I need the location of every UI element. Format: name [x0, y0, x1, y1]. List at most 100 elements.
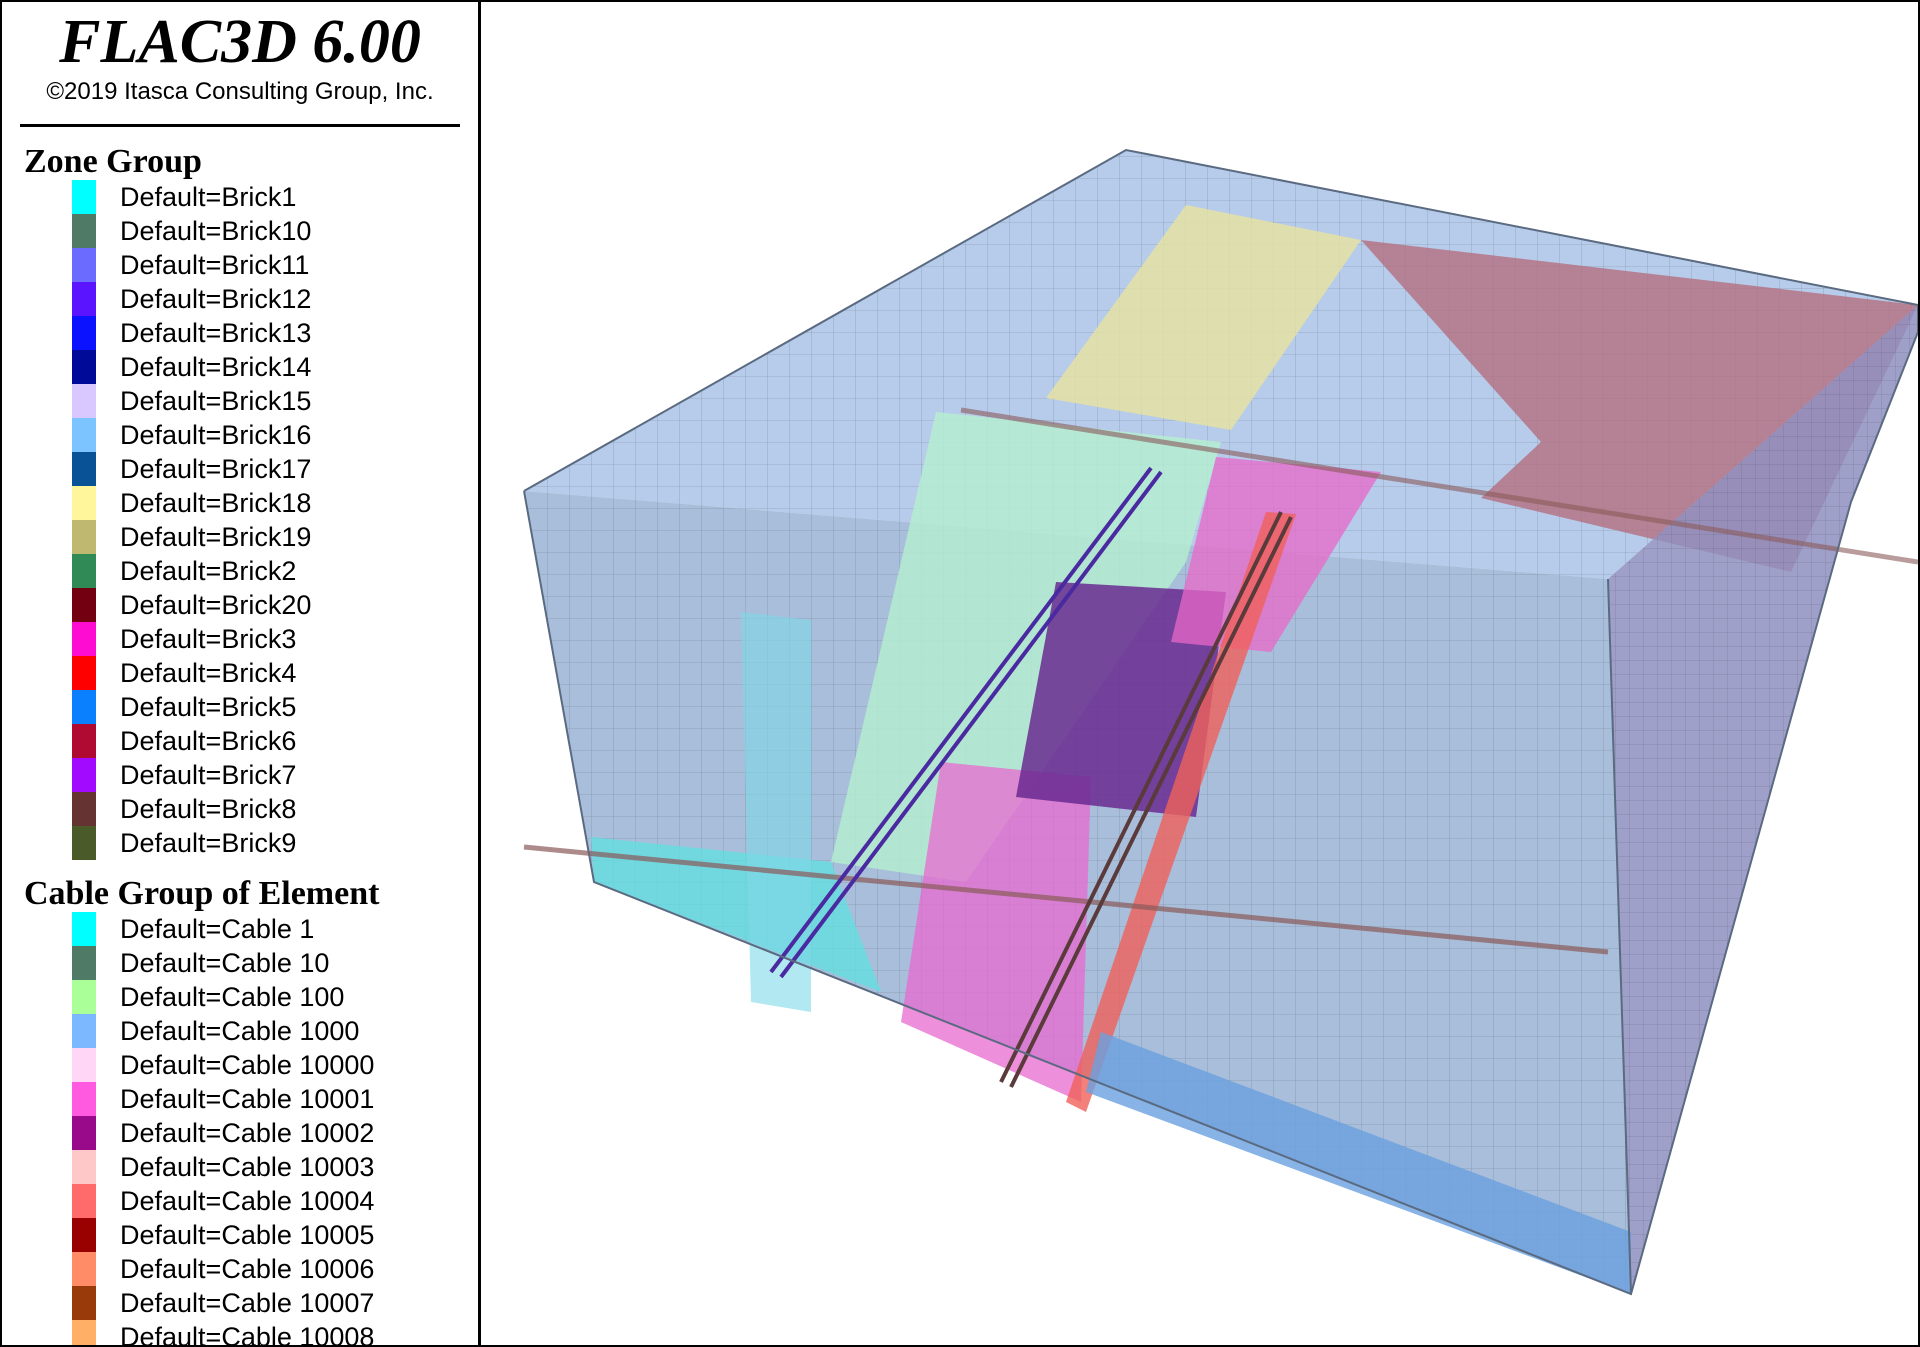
cable-group-color-swatch [72, 1320, 96, 1345]
zone-group-label: Default=Brick1 [120, 182, 297, 212]
zone-group-color-swatch [72, 350, 96, 384]
cable-group-legend-row: Default=Cable 1 [2, 912, 478, 946]
zone-group-color-swatch [72, 758, 96, 792]
cable-group-label: Default=Cable 10007 [120, 1288, 375, 1318]
cable-group-color-swatch [72, 946, 96, 980]
zone-group-legend-row: Default=Brick11 [2, 248, 478, 282]
zone-group-label: Default=Brick15 [120, 386, 312, 416]
cable-group-label: Default=Cable 10002 [120, 1118, 375, 1148]
zone-group-legend-row: Default=Brick4 [2, 656, 478, 690]
cable-line-2 [779, 470, 1163, 979]
zone-group-legend-row: Default=Brick18 [2, 486, 478, 520]
model-viewport[interactable] [481, 2, 1918, 1345]
cable-group-color-swatch [72, 1286, 96, 1320]
block-front-edge [1607, 578, 1632, 1295]
cable-group-legend-row: Default=Cable 10008 [2, 1320, 478, 1345]
zone-group-color-swatch [72, 690, 96, 724]
zone-group-label: Default=Brick10 [120, 216, 312, 246]
zone-group-label: Default=Brick8 [120, 794, 297, 824]
cable-group-color-swatch [72, 1014, 96, 1048]
zone-group-label: Default=Brick3 [120, 624, 297, 654]
zone-group-color-swatch [72, 180, 96, 214]
zone-group-label: Default=Brick7 [120, 760, 297, 790]
zone-group-label: Default=Brick11 [120, 250, 310, 280]
cable-group-color-swatch [72, 1252, 96, 1286]
cable-group-legend-row: Default=Cable 10004 [2, 1184, 478, 1218]
cable-group-legend-row: Default=Cable 10006 [2, 1252, 478, 1286]
zone-red-strip [1066, 512, 1296, 1112]
band-line-left [523, 844, 1609, 955]
title-divider [20, 124, 460, 127]
cable-group-legend-row: Default=Cable 1000 [2, 1014, 478, 1048]
cable-group-legend-row: Default=Cable 10005 [2, 1218, 478, 1252]
cable-group-color-swatch [72, 1184, 96, 1218]
zone-group-legend-row: Default=Brick1 [2, 180, 478, 214]
zone-group-color-swatch [72, 520, 96, 554]
zone-group-label: Default=Brick9 [120, 828, 297, 858]
cable-group-label: Default=Cable 10 [120, 948, 330, 978]
cable-group-legend-row: Default=Cable 10003 [2, 1150, 478, 1184]
zone-group-legend-row: Default=Brick17 [2, 452, 478, 486]
cable-group-label: Default=Cable 1000 [120, 1016, 360, 1046]
zone-group-label: Default=Brick13 [120, 318, 312, 348]
cable-line-1 [769, 466, 1153, 974]
zone-group-color-swatch [72, 724, 96, 758]
zone-group-legend-row: Default=Brick3 [2, 622, 478, 656]
zone-group-label: Default=Brick20 [120, 590, 312, 620]
cable-group-label: Default=Cable 10003 [120, 1152, 375, 1182]
zone-group-color-swatch [72, 418, 96, 452]
cable-group-legend-row: Default=Cable 10001 [2, 1082, 478, 1116]
zone-group-title: Zone Group [24, 143, 202, 180]
cable-group-color-swatch [72, 1218, 96, 1252]
cable-group-legend-row: Default=Cable 10002 [2, 1116, 478, 1150]
zone-group-color-swatch [72, 656, 96, 690]
zone-group-label: Default=Brick2 [120, 556, 297, 586]
cable-line-4 [1009, 516, 1293, 1088]
cable-group-label: Default=Cable 1 [120, 914, 315, 944]
cable-group-color-swatch [72, 1150, 96, 1184]
cable-group-label: Default=Cable 100 [120, 982, 345, 1012]
zone-yellow-top [1046, 205, 1361, 430]
zone-group-color-swatch [72, 554, 96, 588]
zone-group-label: Default=Brick16 [120, 420, 312, 450]
cable-group-label: Default=Cable 10000 [120, 1050, 375, 1080]
zone-group-legend-row: Default=Brick8 [2, 792, 478, 826]
zone-group-legend-row: Default=Brick2 [2, 554, 478, 588]
zone-group-legend-row: Default=Brick6 [2, 724, 478, 758]
cable-group-label: Default=Cable 10004 [120, 1186, 375, 1216]
band-line-top [960, 407, 1918, 565]
zone-group-color-swatch [72, 384, 96, 418]
zone-group-legend-row: Default=Brick19 [2, 520, 478, 554]
zone-group-color-swatch [72, 622, 96, 656]
cable-group-legend-row: Default=Cable 100 [2, 980, 478, 1014]
zone-group-label: Default=Brick5 [120, 692, 297, 722]
zone-group-legend-row: Default=Brick10 [2, 214, 478, 248]
zone-group-legend-row: Default=Brick5 [2, 690, 478, 724]
zone-teal-column [741, 612, 811, 1012]
app-title: FLAC3D 6.00 [59, 8, 421, 76]
cable-group-color-swatch [72, 1082, 96, 1116]
zone-group-legend-row: Default=Brick16 [2, 418, 478, 452]
legend-panel: FLAC3D 6.00 ©2019 Itasca Consulting Grou… [2, 2, 481, 1345]
cable-group-color-swatch [72, 1116, 96, 1150]
zone-group-color-swatch [72, 214, 96, 248]
cable-line-3 [999, 511, 1283, 1083]
zone-group-color-swatch [72, 248, 96, 282]
zone-group-color-swatch [72, 316, 96, 350]
zone-group-legend-row: Default=Brick12 [2, 282, 478, 316]
model-3d-view[interactable] [481, 2, 1918, 1345]
cable-group-color-swatch [72, 912, 96, 946]
zone-group-color-swatch [72, 486, 96, 520]
cable-group-legend-row: Default=Cable 10 [2, 946, 478, 980]
cable-group-color-swatch [72, 1048, 96, 1082]
zone-group-label: Default=Brick18 [120, 488, 312, 518]
zone-group-color-swatch [72, 452, 96, 486]
zone-blue-front [1086, 1032, 1631, 1294]
cable-group-label: Default=Cable 10008 [120, 1322, 375, 1345]
block-right-face-grid [1608, 305, 1918, 1294]
zone-group-label: Default=Brick6 [120, 726, 297, 756]
cable-group-color-swatch [72, 980, 96, 1014]
cable-group-label: Default=Cable 10001 [120, 1084, 375, 1114]
zone-group-legend-row: Default=Brick20 [2, 588, 478, 622]
zone-group-label: Default=Brick4 [120, 658, 297, 688]
